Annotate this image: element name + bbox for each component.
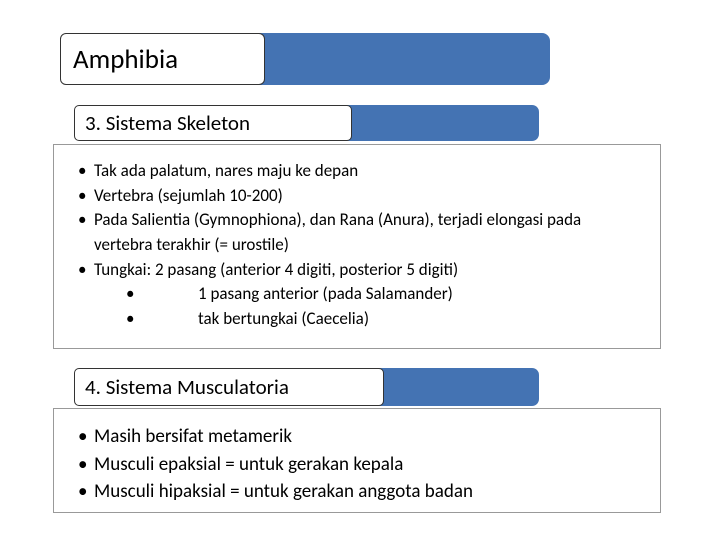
list-item: • Musculi epaksial = untuk gerakan kepal…	[78, 451, 636, 479]
bullet-icon: •	[126, 307, 198, 332]
section2-content: • Masih bersifat metamerik • Musculi epa…	[54, 409, 660, 516]
bullet-icon: •	[126, 282, 198, 307]
bullet-icon: •	[78, 208, 94, 257]
bullet-text: Vertebra (sejumlah 10-200)	[94, 184, 636, 209]
title-box: Amphibia	[60, 33, 265, 85]
title-bar: Amphibia	[60, 33, 550, 85]
bullet-text: Masih bersifat metamerik	[94, 423, 636, 451]
list-item: • Masih bersifat metamerik	[78, 423, 636, 451]
bullet-text: Musculi hipaksial = untuk gerakan anggot…	[94, 478, 636, 506]
bullet-text: Tak ada palatum, nares maju ke depan	[94, 159, 636, 184]
bullet-icon: •	[78, 478, 94, 506]
section1-header-bar: 3. Sistema Skeleton	[74, 105, 539, 141]
bullet-text: Pada Salientia (Gymnophiona), dan Rana (…	[94, 208, 636, 257]
bullet-icon: •	[78, 423, 94, 451]
section1-content: • Tak ada palatum, nares maju ke depan •…	[54, 145, 660, 341]
subbullet-text: 1 pasang anterior (pada Salamander)	[198, 282, 636, 307]
section2-content-frame: • Masih bersifat metamerik • Musculi epa…	[53, 408, 661, 513]
section1-header-box: 3. Sistema Skeleton	[74, 105, 352, 141]
list-item: • Tungkai: 2 pasang (anterior 4 digiti, …	[78, 258, 636, 283]
page-title: Amphibia	[73, 43, 178, 76]
list-item: • 1 pasang anterior (pada Salamander)	[78, 282, 636, 307]
list-item: • Vertebra (sejumlah 10-200)	[78, 184, 636, 209]
section1-content-frame: • Tak ada palatum, nares maju ke depan •…	[53, 144, 661, 349]
section2-header-bar: 4. Sistema Musculatoria	[74, 368, 539, 406]
list-item: • tak bertungkai (Caecelia)	[78, 307, 636, 332]
bullet-icon: •	[78, 159, 94, 184]
list-item: • Pada Salientia (Gymnophiona), dan Rana…	[78, 208, 636, 257]
bullet-icon: •	[78, 184, 94, 209]
subbullet-text: tak bertungkai (Caecelia)	[198, 307, 636, 332]
bullet-text: Tungkai: 2 pasang (anterior 4 digiti, po…	[94, 258, 636, 283]
section2-heading: 4. Sistema Musculatoria	[85, 374, 289, 400]
list-item: • Tak ada palatum, nares maju ke depan	[78, 159, 636, 184]
section2-header-box: 4. Sistema Musculatoria	[74, 368, 384, 406]
bullet-icon: •	[78, 258, 94, 283]
list-item: • Musculi hipaksial = untuk gerakan angg…	[78, 478, 636, 506]
section1-heading: 3. Sistema Skeleton	[85, 110, 250, 136]
bullet-icon: •	[78, 451, 94, 479]
bullet-text: Musculi epaksial = untuk gerakan kepala	[94, 451, 636, 479]
